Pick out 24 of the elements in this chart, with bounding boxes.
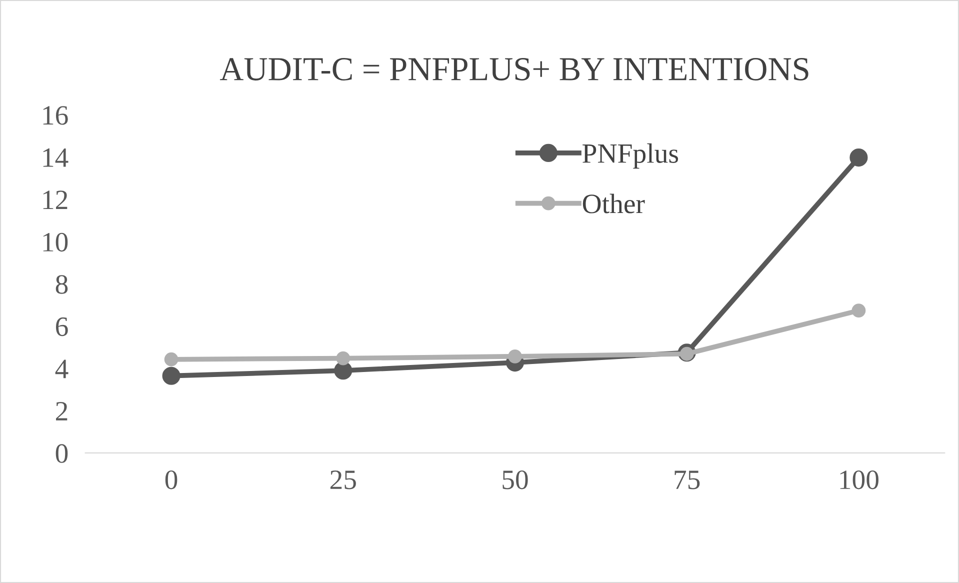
- y-tick-label: 14: [43, 148, 68, 167]
- x-tick-label: 0: [165, 470, 178, 490]
- y-tick-label: 8: [56, 275, 68, 294]
- point: [164, 352, 178, 366]
- y-tick-label: 12: [43, 190, 68, 210]
- y-tick-label: 2: [56, 402, 68, 420]
- y-tick-label: 16: [43, 106, 68, 125]
- y-tick-label: 0: [56, 444, 68, 463]
- point: [334, 362, 352, 380]
- legend-label: Other: [582, 194, 645, 214]
- x-tick-label: 50: [502, 470, 528, 490]
- y-tick-label: 10: [43, 232, 68, 252]
- y-tick-label: 4: [55, 360, 68, 378]
- chart-title: AUDIT-C = PNFPLUS+ BY INTENTIONS: [220, 58, 808, 80]
- point: [162, 366, 180, 385]
- point: [336, 351, 350, 366]
- legend-label: PNFplus: [582, 143, 678, 169]
- x-tick-label: 100: [840, 470, 878, 490]
- x-tick-label: 75: [674, 470, 700, 490]
- point: [508, 349, 522, 364]
- point: [852, 304, 866, 318]
- y-tick-label: 6: [56, 317, 68, 336]
- point: [850, 148, 868, 167]
- x-tick-label: 25: [330, 470, 356, 490]
